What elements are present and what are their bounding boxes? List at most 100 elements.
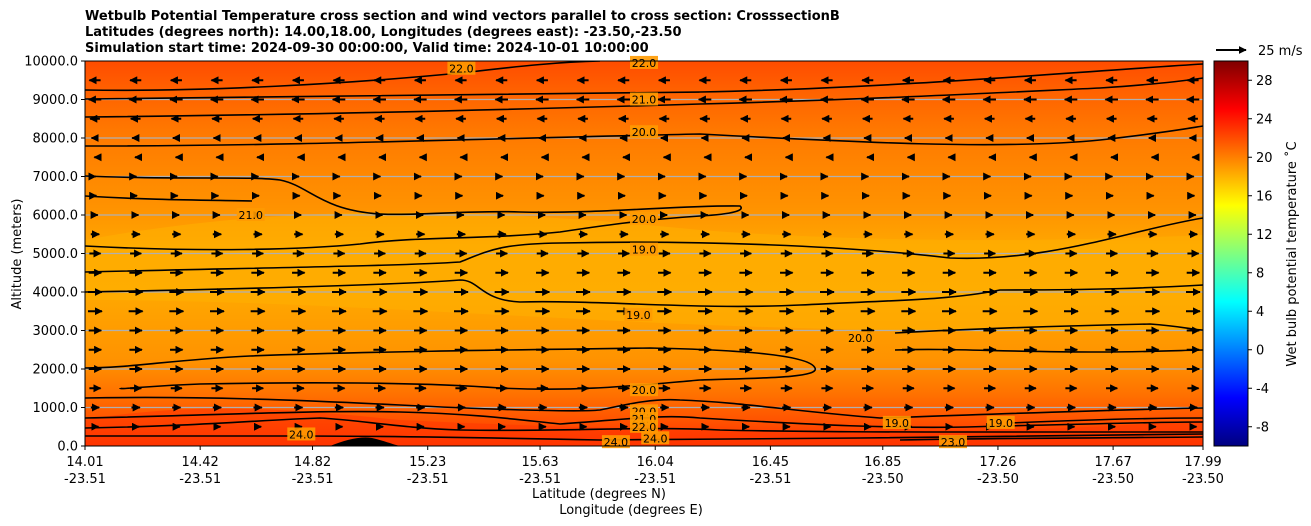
x-tick-label-lon: -23.50 (977, 472, 1019, 487)
x-tick-label-lat: 16.04 (637, 455, 674, 470)
x-tick-label-lat: 17.99 (1184, 455, 1221, 470)
contour-label: 24.0 (641, 431, 670, 445)
y-tick-label: 5000.0 (33, 247, 79, 262)
contour-label-text: 24.0 (643, 432, 668, 445)
contour-label-text: 20.0 (632, 384, 657, 397)
y-axis-label: Altitude (meters) (10, 199, 25, 310)
contour-labels: 22.0 22.0 21.0 20.0 21.0 20.0 19.0 19.0 20.0 20.0… (236, 55, 1015, 449)
x-tick-label-lon: -23.51 (749, 472, 791, 487)
quiver-key-label: 25 m/s (1258, 44, 1303, 59)
x-axis-label-lon: Longitude (degrees E) (559, 503, 703, 518)
contour-label: 20.0 (630, 125, 658, 139)
contour-label-bg (630, 419, 658, 433)
colorbar-tick-label: 12 (1256, 228, 1273, 243)
contour-label: 22.0 (630, 55, 658, 70)
contour-label-text: 22.0 (449, 63, 474, 76)
contour-label-bg (986, 415, 1015, 429)
y-tick-label: 4000.0 (33, 286, 79, 301)
y-tick-label: 2000.0 (33, 363, 79, 378)
contour-label: 22.0 (447, 61, 476, 76)
contour-label-bg (846, 331, 875, 345)
contour-label-text: 21.0 (238, 209, 263, 222)
quiver-key: 25 m/s (1216, 44, 1303, 59)
y-tick-label: 7000.0 (33, 170, 79, 185)
colorbar-tick-label: 24 (1256, 112, 1273, 127)
colorbar-tick-label: 8 (1256, 266, 1264, 281)
contour-label: 19.0 (986, 415, 1015, 430)
chart-title-line-2: Latitudes (degrees north): 14.00,18.00, … (85, 25, 682, 40)
contour-label: 19.0 (882, 415, 911, 430)
contour-label: 20.0 (630, 211, 658, 226)
y-tick-label: 8000.0 (33, 132, 79, 147)
y-tick-label: 0.0 (57, 440, 78, 455)
contour-label: 24.0 (601, 435, 630, 449)
contour-label-bg (630, 242, 658, 256)
y-tick-label: 6000.0 (33, 209, 79, 224)
colorbar-label: Wet bulb potential temperature ˚C (1284, 141, 1300, 366)
contour-label-bg (938, 435, 967, 449)
contour-label-text: 20.0 (848, 332, 873, 345)
contour-label-text: 24.0 (604, 436, 629, 449)
contour-label-text: 19.0 (626, 309, 651, 322)
x-tick-label-lat: 14.42 (182, 455, 219, 470)
y-tick-label: 9000.0 (33, 93, 79, 108)
colorbar-tick-label: 20 (1256, 151, 1273, 166)
colorbar-gradient (1213, 60, 1249, 447)
colorbar-tick-label: 0 (1256, 343, 1264, 358)
contour-label: 22.0 (630, 419, 658, 434)
x-tick-label-lon: -23.51 (519, 472, 561, 487)
contour-label-text: 19.0 (988, 417, 1013, 430)
x-tick-label-lat: 14.01 (66, 455, 103, 470)
contour-label-text: 20.0 (632, 126, 657, 139)
x-tick-label-lat: 17.26 (979, 455, 1016, 470)
contour-label: 20.0 (846, 331, 875, 345)
contour-label-bg (630, 92, 658, 106)
contour-label-bg (630, 211, 658, 225)
x-tick-label-lon: -23.51 (407, 472, 449, 487)
colorbar: -8 -4 0 4 8 12 16 20 24 28 Wet bulb potential tem… (1213, 60, 1300, 447)
contour-label-text: 20.0 (632, 213, 657, 226)
x-tick-label-lon: -23.50 (862, 472, 904, 487)
x-tick-label-lon: -23.51 (64, 472, 106, 487)
contour-label-text: 19.0 (885, 417, 910, 430)
contour-label: 20.0 (630, 383, 658, 397)
x-tick-label-lat: 14.82 (294, 455, 331, 470)
y-tick-label: 1000.0 (33, 401, 79, 416)
x-tick-label-lat: 16.85 (864, 455, 901, 470)
colorbar-tick-label: 16 (1256, 189, 1273, 204)
terrain (330, 437, 400, 446)
contour-label-text: 24.0 (289, 428, 314, 441)
contour-label-text: 21.0 (632, 94, 657, 107)
x-axis-label-lat: Latitude (degrees N) (532, 487, 666, 502)
contour-label-bg (624, 308, 653, 322)
x-tick-label-lon: -23.51 (634, 472, 676, 487)
x-tick-label-lat: 15.23 (409, 455, 446, 470)
contour-label: 23.0 (938, 435, 967, 449)
x-tick-label-lon: -23.50 (1092, 472, 1134, 487)
x-tick-label-lat: 16.45 (752, 455, 789, 470)
contour-label-text: 22.0 (632, 421, 657, 434)
wind-vectors (87, 76, 1201, 431)
x-tick-label-lat: 15.63 (521, 455, 558, 470)
contour-label: 19.0 (630, 242, 658, 257)
y-tick-label: 10000.0 (24, 55, 78, 70)
contour-label-bg (630, 383, 658, 397)
y-axis: 0.0 1000.0 2000.0 3000.0 4000.0 5000.0 6000.0 7… (24, 55, 85, 455)
warm-core-band (85, 212, 1203, 332)
y-tick-label: 3000.0 (33, 324, 79, 339)
x-tick-label-lat: 17.67 (1095, 455, 1132, 470)
colorbar-tick-label: 28 (1256, 74, 1273, 89)
contour-label-text: 19.0 (632, 244, 657, 257)
colorbar-tick-label: -4 (1256, 382, 1269, 397)
contour-label-text: 22.0 (632, 57, 657, 70)
x-tick-label-lon: -23.51 (179, 472, 221, 487)
contour-label-bg (882, 415, 911, 429)
contour-label: 19.0 (624, 308, 653, 322)
contour-label-bg (601, 435, 630, 449)
x-tick-label-lon: -23.51 (292, 472, 334, 487)
chart-title-line-3: Simulation start time: 2024-09-30 00:00:… (85, 41, 649, 56)
contour-label-bg (641, 431, 670, 445)
contour-label-bg (287, 427, 316, 441)
contour-label: 24.0 (287, 427, 316, 441)
